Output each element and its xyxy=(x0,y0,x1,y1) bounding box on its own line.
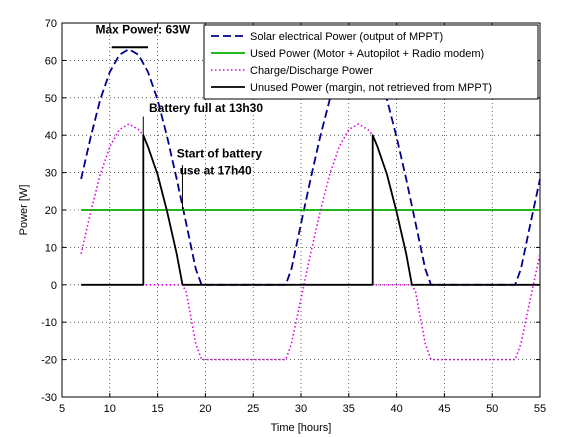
x-tick-label: 30 xyxy=(295,403,307,415)
y-tick-label: 20 xyxy=(45,205,57,217)
annotations: Max Power: 63W Battery full at 13h30 Start… xyxy=(95,22,263,177)
solar-power-line xyxy=(80,48,541,286)
unused-power-line xyxy=(81,134,540,286)
x-tick-label: 15 xyxy=(151,403,163,415)
y-axis-title: Power [W] xyxy=(18,185,30,236)
x-tick-label: 40 xyxy=(390,403,402,415)
charge-discharge-line xyxy=(80,123,541,361)
x-tick-label: 10 xyxy=(104,403,116,415)
x-tick-label: 20 xyxy=(199,403,211,415)
marker-lines xyxy=(111,46,183,210)
battery-full-annotation: Battery full at 13h30 xyxy=(149,101,263,115)
y-tick-label: 50 xyxy=(45,93,57,105)
y-tick-label: 70 xyxy=(45,18,57,30)
legend-label: Unused Power (margin, not retrieved from… xyxy=(250,82,492,94)
legend-item-charge: Charge/Discharge Power xyxy=(211,65,373,77)
x-tick-label: 45 xyxy=(438,403,450,415)
y-tick-label: 30 xyxy=(45,168,57,180)
y-tick-label: 60 xyxy=(45,55,57,67)
battery-use-annotation-line1: Start of battery xyxy=(177,147,263,161)
y-tick-label: -30 xyxy=(41,392,57,404)
x-tick-label: 50 xyxy=(486,403,498,415)
series-layer xyxy=(80,48,541,361)
x-tick-label: 5 xyxy=(59,403,65,415)
legend-label: Solar electrical Power (output of MPPT) xyxy=(250,31,443,43)
legend-label: Charge/Discharge Power xyxy=(250,65,373,77)
legend-box xyxy=(203,24,539,100)
x-tick-label: 25 xyxy=(247,403,259,415)
max-power-annotation: Max Power: 63W xyxy=(95,22,190,36)
x-tick-label: 55 xyxy=(534,403,546,415)
y-tick-label: -10 xyxy=(41,317,57,329)
legend-label: Used Power (Motor + Autopilot + Radio mo… xyxy=(250,48,484,60)
y-tick-label: 10 xyxy=(45,242,57,254)
legend-item-used: Used Power (Motor + Autopilot + Radio mo… xyxy=(211,48,484,60)
x-tick-label: 35 xyxy=(343,403,355,415)
y-tick-label: -20 xyxy=(41,355,57,367)
y-tick-label: 40 xyxy=(45,130,57,142)
y-tick-label: 0 xyxy=(51,280,57,292)
x-axis-title: Time [hours] xyxy=(271,422,332,434)
axis-ticks: 5 10 15 20 25 30 35 40 45 50 55 -30 -20 -10 0 10 20 30 40 5… xyxy=(41,18,546,415)
battery-use-annotation-line2: use at 17h40 xyxy=(180,163,252,177)
legend: Solar electrical Power (output of MPPT) U… xyxy=(203,24,539,100)
legend-item-unused: Unused Power (margin, not retrieved from… xyxy=(211,82,492,94)
legend-item-solar: Solar electrical Power (output of MPPT) xyxy=(211,31,443,43)
